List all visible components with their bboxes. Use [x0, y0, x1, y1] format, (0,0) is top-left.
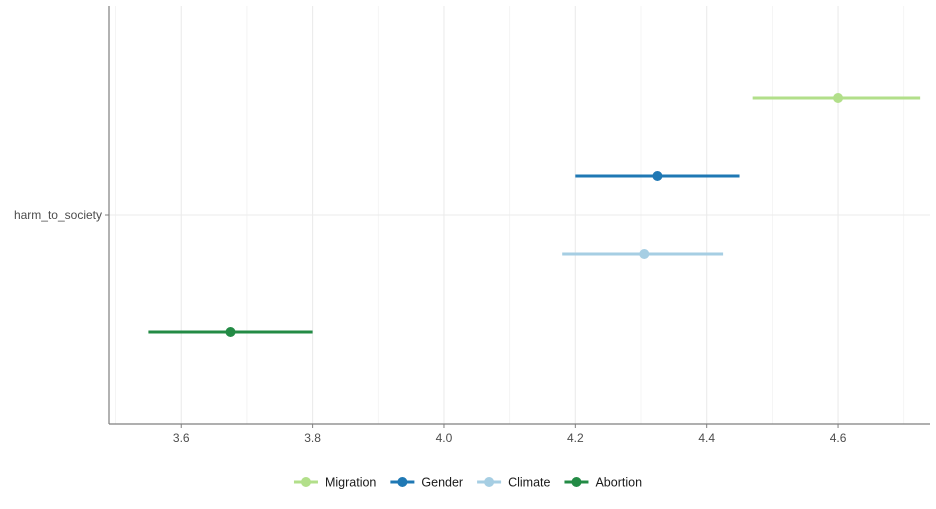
x-tick-label: 3.8	[304, 431, 321, 445]
point-gender	[652, 171, 663, 181]
legend-label-gender: Gender	[421, 476, 463, 490]
legend-label-abortion: Abortion	[595, 476, 642, 490]
x-tick-label: 4.6	[830, 431, 847, 445]
point-migration	[833, 93, 844, 103]
x-tick-label: 4.0	[436, 431, 453, 445]
legend-key-point-climate	[484, 477, 495, 487]
x-tick-label: 4.4	[698, 431, 715, 445]
legend-key-point-gender	[397, 477, 408, 487]
x-tick-label: 4.2	[567, 431, 584, 445]
point-abortion	[225, 327, 236, 337]
x-tick-label: 3.6	[173, 431, 190, 445]
legend-key-point-migration	[300, 477, 311, 487]
legend-key-point-abortion	[571, 477, 582, 487]
legend-label-migration: Migration	[325, 476, 376, 490]
y-tick-label: harm_to_society	[14, 208, 102, 222]
legend-label-climate: Climate	[508, 476, 550, 490]
point-climate	[639, 249, 650, 259]
